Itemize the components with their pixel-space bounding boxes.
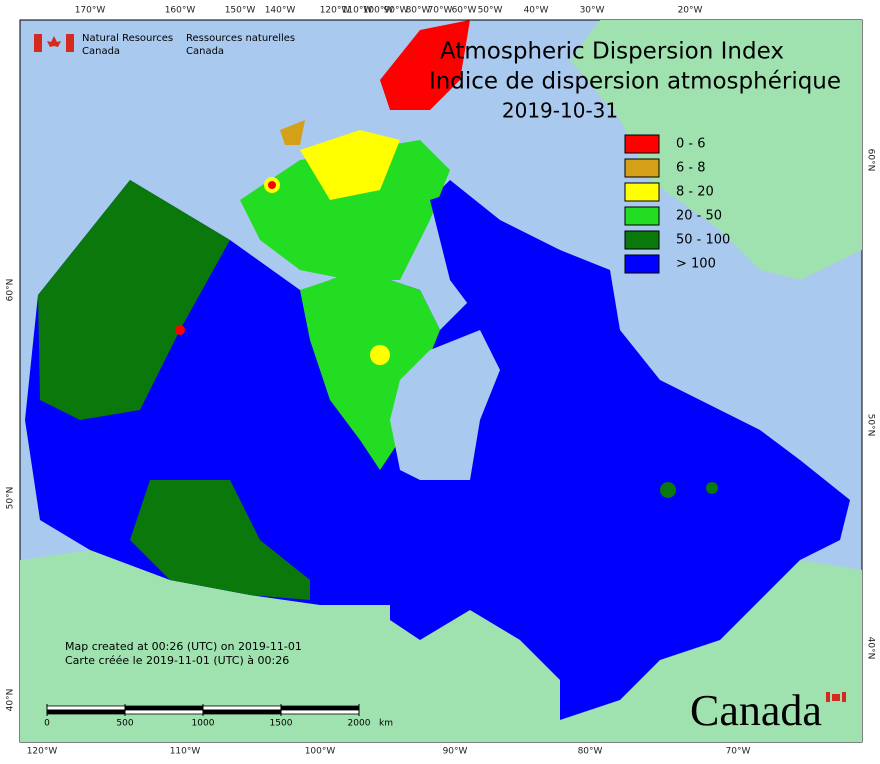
signature: Ressources naturelles (186, 33, 295, 44)
lat-label: 50°N (6, 487, 16, 510)
lon-label: 60°W (452, 6, 477, 16)
lon-label: 120°W (320, 6, 351, 16)
lon-label: 110°W (342, 6, 373, 16)
scale-segment (280, 709, 360, 715)
wordmark: Canada (690, 686, 822, 735)
legend-swatch (624, 158, 660, 178)
hotspot (175, 325, 185, 335)
scale-label: 500 (116, 719, 133, 729)
hudson-bay (390, 330, 500, 480)
title: Atmospheric Dispersion Index (440, 39, 784, 65)
scale-segment (124, 705, 204, 711)
lon-label: 110°W (170, 747, 201, 757)
signature: Canada (82, 46, 120, 57)
legend-swatch (624, 230, 660, 250)
baffin (430, 190, 600, 320)
scale-label: 1000 (192, 719, 215, 729)
legend-label: 50 - 100 (676, 233, 730, 248)
scale-label: 2000 (348, 719, 371, 729)
zone-yellow (300, 130, 400, 200)
legend-swatch (624, 182, 660, 202)
lon-label: 50°W (478, 6, 503, 16)
scale-segment (202, 705, 282, 711)
lon-label: 140°W (265, 6, 296, 16)
scale-segment (202, 709, 282, 715)
footer: Carte créée le 2019-11-01 (UTC) à 00:26 (65, 654, 289, 667)
hotspot (706, 482, 718, 494)
legend-label: 0 - 6 (676, 137, 706, 152)
legend-swatch (624, 134, 660, 154)
legend-label: 20 - 50 (676, 209, 722, 224)
date: 2019-10-31 (502, 99, 618, 123)
scale-unit: km (379, 719, 393, 729)
legend-label: > 100 (676, 257, 716, 272)
lon-label: 120°W (27, 747, 58, 757)
hotspot (268, 181, 276, 189)
hotspot (370, 345, 390, 365)
lon-label: 70°W (428, 6, 453, 16)
lon-label: 160°W (165, 6, 196, 16)
lat-label: 40°N (866, 637, 876, 660)
scale-segment (280, 705, 360, 711)
flag-leaf (832, 694, 840, 701)
scale-segment (124, 709, 204, 715)
lon-label: 20°W (678, 6, 703, 16)
greenland (570, 20, 862, 280)
flag-bar (66, 34, 74, 52)
zone-prairie (130, 480, 310, 600)
lat-label: 50°N (866, 414, 876, 437)
hotspot (660, 482, 676, 498)
lon-label: 80°W (578, 747, 603, 757)
arctic-islands (240, 140, 450, 280)
signature: Canada (186, 46, 224, 57)
lon-label: 40°W (524, 6, 549, 16)
lon-label: 170°W (75, 6, 106, 16)
footer: Map created at 00:26 (UTC) on 2019-11-01 (65, 640, 302, 653)
zone-orange (280, 120, 305, 145)
flag-leaf (47, 36, 61, 47)
lon-label: 30°W (580, 6, 605, 16)
lon-label: 80°W (406, 6, 431, 16)
legend-label: 8 - 20 (676, 185, 714, 200)
signature: Natural Resources (82, 33, 173, 44)
scale-segment (46, 709, 126, 715)
title: Indice de dispersion atmosphérique (429, 69, 841, 95)
usa (20, 550, 862, 742)
zone-west (38, 180, 230, 420)
lon-label: 100°W (305, 747, 336, 757)
zone-north (380, 20, 470, 110)
lon-label: 150°W (225, 6, 256, 16)
flag-bar (842, 692, 846, 702)
lat-label: 60°N (866, 149, 876, 172)
legend-swatch (624, 206, 660, 226)
lon-label: 90°W (443, 747, 468, 757)
lon-label: 100°W (363, 6, 394, 16)
lon-label: 90°W (384, 6, 409, 16)
flag-bar (826, 692, 830, 702)
scale-label: 0 (44, 719, 50, 729)
scale-label: 1500 (270, 719, 293, 729)
flag-bar (34, 34, 42, 52)
legend-label: 6 - 8 (676, 161, 706, 176)
lon-label: 70°W (726, 747, 751, 757)
lat-label: 60°N (6, 279, 16, 302)
legend-swatch (624, 254, 660, 274)
lat-label: 40°N (6, 689, 16, 712)
scale-segment (46, 705, 126, 711)
